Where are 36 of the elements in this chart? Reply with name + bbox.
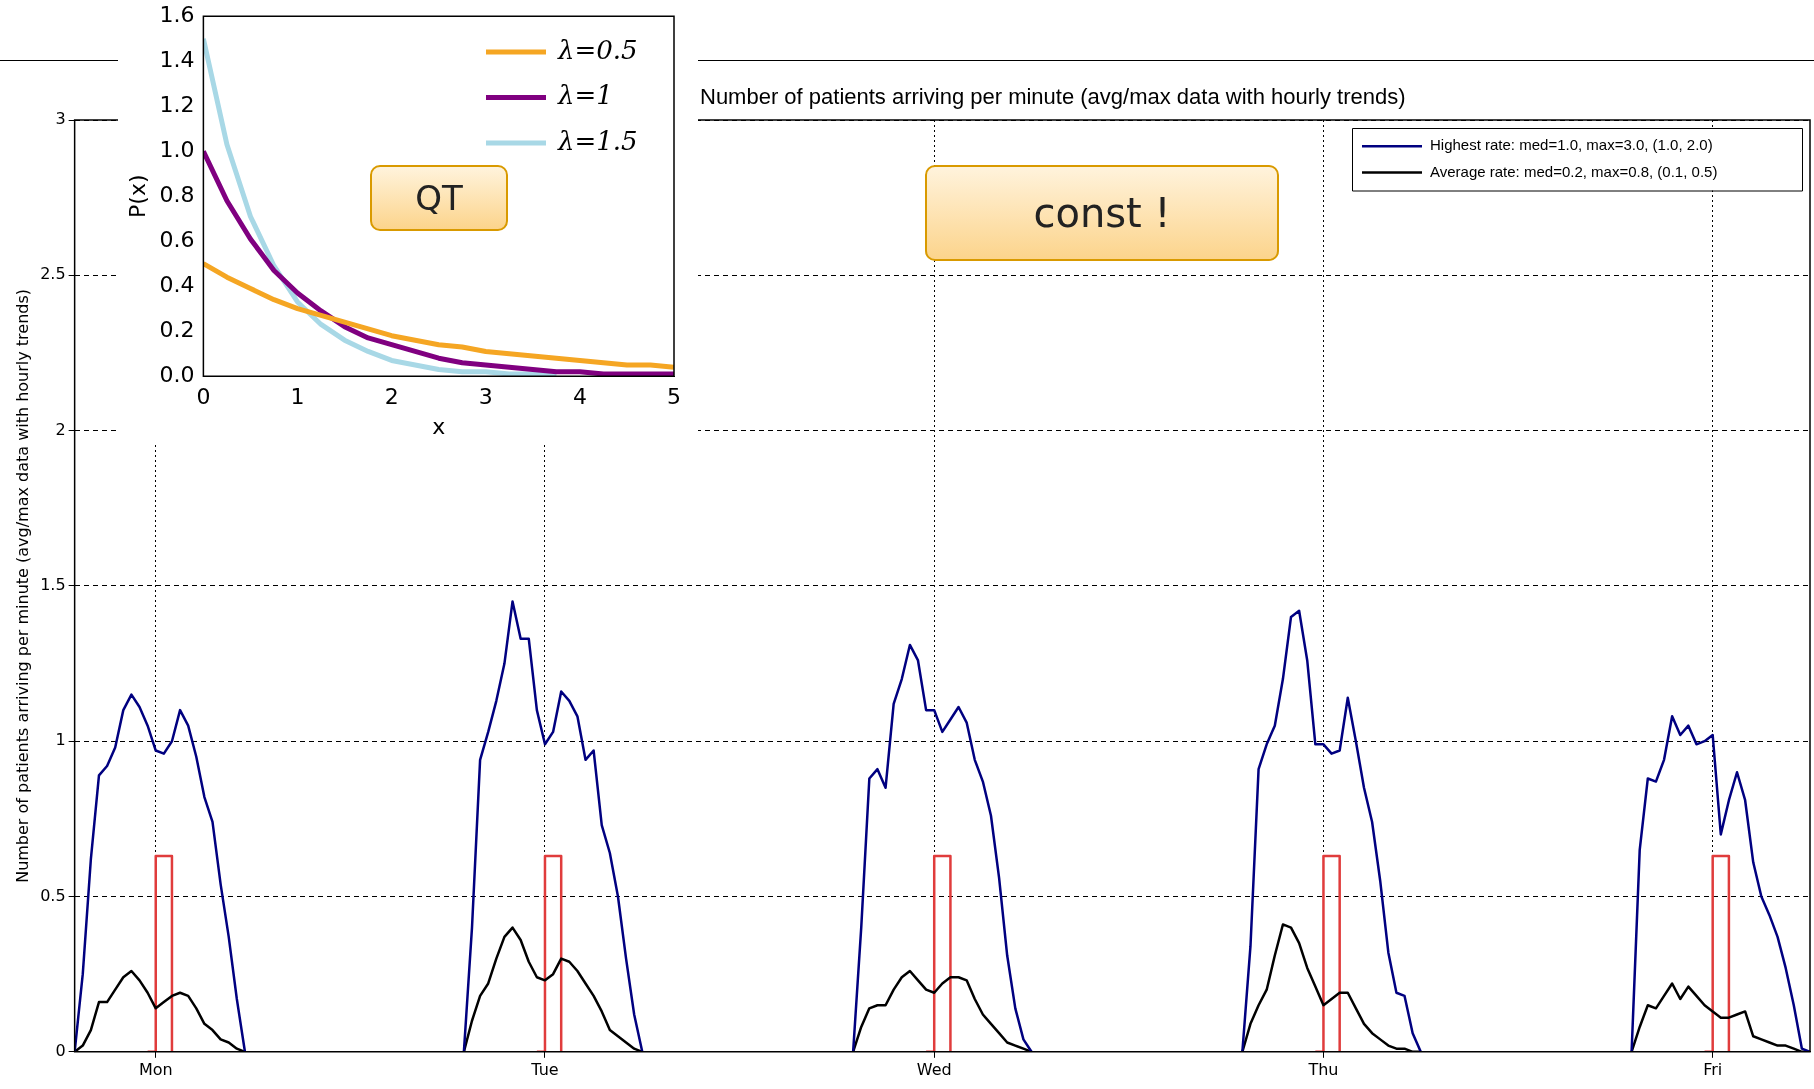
y-tick-label: 1.2 xyxy=(159,91,195,117)
x-tick-label: 5 xyxy=(667,384,681,410)
y-tick-label: 3 xyxy=(55,109,66,129)
y-tick-label: 2.5 xyxy=(40,264,66,284)
y-tick-label: 2 xyxy=(55,419,66,439)
y-tick-label: 1.6 xyxy=(159,1,195,27)
legend-label: λ=0.5 xyxy=(557,34,638,65)
y-tick-label: 0.2 xyxy=(159,316,195,342)
y-tick-label: 1.0 xyxy=(159,136,195,162)
y-axis-title: Number of patients arriving per minute (avg/max data with hourly trends) xyxy=(12,288,32,883)
x-tick-label: 4 xyxy=(572,384,587,410)
y-tick-label: 0.6 xyxy=(159,226,195,252)
y-tick-label: 0.8 xyxy=(159,181,195,207)
y-tick-label: 1.5 xyxy=(40,575,66,595)
x-axis-title: x xyxy=(432,413,446,439)
y-axis-title: P(x) xyxy=(124,174,150,218)
legend-label: Average rate: med=0.2, max=0.8, (0.1, 0.5) xyxy=(1430,162,1718,180)
x-tick-label: Mon xyxy=(138,1059,173,1079)
y-tick-label: 1 xyxy=(55,730,66,750)
x-tick-label: 1 xyxy=(290,384,305,410)
x-tick-label: Wed xyxy=(916,1059,952,1079)
y-tick-label: 0.4 xyxy=(159,271,195,297)
x-tick-label: Fri xyxy=(1703,1059,1723,1079)
chart-title: Number of patients arriving per minute (avg/max data with hourly trends) xyxy=(700,84,1406,110)
x-tick-label: 2 xyxy=(384,384,399,410)
y-tick-label: 0.5 xyxy=(40,885,66,905)
x-tick-label: 3 xyxy=(478,384,493,410)
x-tick-label: 0 xyxy=(196,384,211,410)
y-tick-label: 0.0 xyxy=(159,361,195,387)
legend-label: λ=1.5 xyxy=(557,125,638,156)
y-tick-label: 0 xyxy=(55,1040,66,1060)
x-tick-label: Tue xyxy=(530,1059,559,1079)
x-tick-label: Thu xyxy=(1307,1059,1339,1079)
y-tick-label: 1.4 xyxy=(159,46,195,72)
legend-label: Highest rate: med=1.0, max=3.0, (1.0, 2.0) xyxy=(1430,136,1713,154)
legend-label: λ=1 xyxy=(557,80,613,111)
